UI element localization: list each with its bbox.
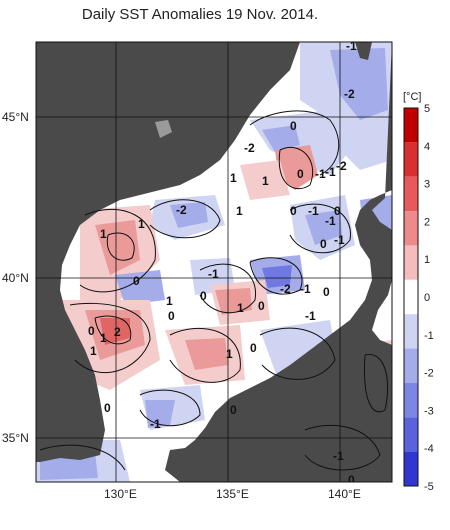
contour-label: -1	[346, 39, 357, 53]
colorbar-tick-label: -1	[424, 330, 434, 342]
colorbar-unit: [°C]	[403, 91, 421, 103]
colorbar-swatch	[404, 382, 418, 418]
contour-label: 1	[237, 301, 244, 315]
contour-label: 0	[258, 299, 265, 313]
colorbar-border	[403, 107, 419, 487]
colorbar-ticks: 5 4 3 2 1 0 -1 -2 -3 -4 -5	[424, 103, 434, 493]
contour-label: 0	[290, 204, 297, 218]
colorbar: [°C] 5 4 3 2 1 0 -1 -2 -3 -4 -5	[403, 91, 434, 493]
small-island	[155, 120, 172, 138]
colorbar-tick-label: -2	[424, 368, 434, 380]
colorbar-swatch	[404, 417, 418, 452]
contour-label: 0	[200, 289, 207, 303]
contour-label: -1	[334, 233, 345, 247]
contour-label: 0	[320, 237, 327, 251]
map-title: Daily SST Anomalies 19 Nov. 2014.	[81, 6, 319, 23]
contour-label: -1	[300, 282, 311, 296]
sakhalin	[355, 42, 372, 60]
lon-tick-label: 135°E	[216, 487, 249, 501]
contour-label: 0	[348, 473, 355, 487]
lat-tick-label: 40°N	[2, 271, 29, 285]
land-masses	[36, 42, 392, 482]
contour-label: -2	[176, 203, 187, 217]
colorbar-swatch	[404, 142, 418, 177]
colorbar-tick-label: -5	[424, 481, 434, 493]
contour-label: -1	[305, 309, 316, 323]
contour-label: -1	[208, 267, 219, 281]
contour-label: -1	[315, 167, 326, 181]
colorbar-swatch	[404, 176, 418, 212]
contour-labels: -1 -2 -2 -1 0 1 0 -1 -2 1 1 -2 1 0 -1 -1…	[88, 39, 357, 487]
contour-label: 1	[230, 171, 237, 185]
contour-label: -2	[280, 282, 291, 296]
contour-label: 1	[236, 204, 243, 218]
colorbar-swatch	[404, 211, 418, 246]
colorbar-tick-label: 0	[424, 292, 430, 304]
contour-label: 0	[334, 204, 341, 218]
contour-label: 0	[104, 401, 111, 415]
contour-label: 0	[133, 274, 140, 288]
colorbar-swatch	[404, 314, 418, 349]
contour-label: 1	[226, 347, 233, 361]
contour-label: 2	[114, 325, 121, 339]
lat-lon-grid	[36, 42, 392, 482]
colorbar-tick-label: 4	[424, 141, 430, 153]
lat-axis: 45°N 40°N 35°N	[2, 110, 29, 445]
contour-label: 0	[88, 324, 95, 338]
contour-label: 0	[323, 285, 330, 299]
map-frame	[35, 41, 393, 483]
colorbar-swatch	[404, 451, 418, 486]
contour-label: 1	[138, 217, 145, 231]
lat-tick-label: 45°N	[2, 110, 29, 124]
lat-tick-label: 35°N	[2, 431, 29, 445]
colorbar-tick-label: 5	[424, 103, 430, 115]
lon-tick-label: 140°E	[328, 487, 361, 501]
colorbar-tick-label: -3	[424, 405, 434, 417]
colorbar-tick-label: 2	[424, 216, 430, 228]
lon-tick-label: 130°E	[104, 487, 137, 501]
contour-label: -1	[325, 214, 336, 228]
colorbar-tick-label: -4	[424, 443, 434, 455]
colorbar-swatch	[404, 245, 418, 280]
contour-label: -1	[308, 204, 319, 218]
contour-label: 0	[297, 167, 304, 181]
contour-label: -2	[344, 87, 355, 101]
contour-label: -1	[325, 165, 336, 179]
lon-axis: 130°E 135°E 140°E	[104, 487, 361, 501]
contour-label: 0	[168, 309, 175, 323]
colorbar-swatch	[404, 108, 418, 143]
contour-lines	[39, 110, 389, 471]
contour-label: 0	[290, 119, 297, 133]
japan-islands	[165, 42, 392, 482]
asian-continent	[36, 42, 300, 462]
contour-label: 1	[100, 227, 107, 241]
contour-label: 1	[166, 294, 173, 308]
contour-label: 0	[230, 403, 237, 417]
colorbar-tick-label: 3	[424, 179, 430, 191]
contour-label: -1	[333, 449, 344, 463]
contour-label: -1	[150, 417, 161, 431]
colorbar-swatches	[403, 107, 419, 487]
contour-label: 0	[250, 341, 257, 355]
colorbar-swatch	[404, 348, 418, 383]
contour-label: -2	[336, 159, 347, 173]
contour-label: 1	[90, 344, 97, 358]
colorbar-swatch	[404, 279, 418, 315]
contour-label: 1	[100, 331, 107, 345]
colorbar-tick-label: 1	[424, 254, 430, 266]
contour-label: -2	[244, 141, 255, 155]
contour-label: 1	[262, 174, 269, 188]
